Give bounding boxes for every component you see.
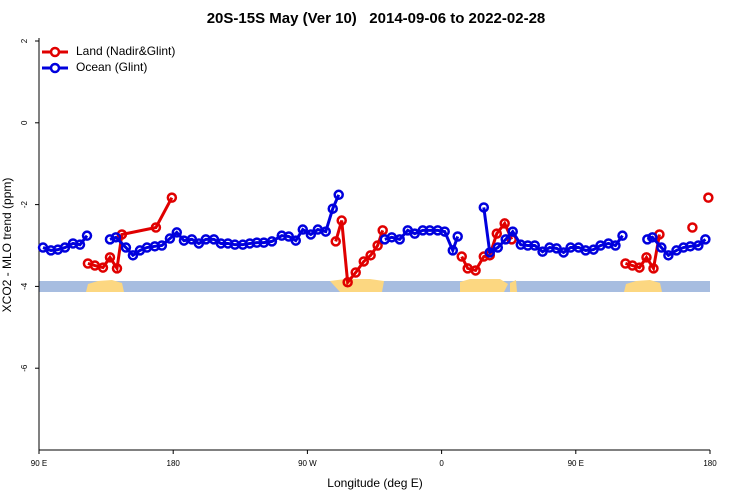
- land-strip: [510, 280, 517, 292]
- data-point: [663, 250, 674, 261]
- data-point: [104, 252, 116, 263]
- data-point: [333, 189, 344, 201]
- map-strip: [39, 279, 710, 292]
- data-point: [478, 202, 490, 213]
- data-point: [452, 231, 463, 242]
- data-point: [156, 240, 168, 251]
- legend-label: Land (Nadir&Glint): [76, 44, 175, 58]
- data-point: [358, 256, 370, 267]
- data-point: [97, 262, 109, 273]
- land-strip: [624, 280, 662, 292]
- data-point: [305, 229, 317, 240]
- y-tick-label: 0: [20, 120, 29, 125]
- data-point: [447, 245, 459, 256]
- y-tick-label: -2: [20, 200, 29, 208]
- data-point: [499, 218, 510, 229]
- data-point: [342, 277, 353, 288]
- y-axis-label: XCO2 - MLO trend (ppm): [0, 178, 14, 313]
- data-point: [59, 242, 71, 253]
- x-tick-label: 180: [703, 459, 717, 468]
- data-point: [164, 233, 176, 244]
- data-point: [470, 265, 481, 276]
- data-point: [647, 232, 658, 243]
- data-point: [365, 250, 376, 261]
- data-point: [110, 232, 122, 243]
- data-point: [336, 215, 347, 226]
- data-point: [104, 234, 116, 245]
- data-point: [297, 224, 309, 235]
- y-tick-label: -6: [20, 364, 29, 372]
- data-point: [693, 240, 704, 251]
- data-point: [439, 226, 450, 237]
- data-point: [74, 239, 86, 250]
- legend-marker: [49, 62, 61, 74]
- data-point: [500, 234, 511, 245]
- data-point: [372, 240, 383, 251]
- data-point: [700, 234, 711, 245]
- data-point: [634, 262, 645, 273]
- plot-area: 90 E 180 90 W 0 90 E 180 -6 -4 -2 0 2 Land (Nadir&G…: [20, 38, 717, 468]
- data-point: [491, 228, 503, 239]
- legend-marker: [49, 46, 61, 58]
- data-point: [394, 234, 405, 245]
- data-point: [81, 230, 93, 241]
- data-point: [687, 222, 698, 233]
- data-point: [484, 247, 496, 258]
- legend-label: Ocean (Glint): [76, 60, 147, 74]
- x-tick-label: 180: [167, 459, 181, 468]
- x-axis-label: Longitude (deg E): [327, 476, 422, 490]
- data-point: [703, 192, 714, 203]
- y-tick-label: 2: [20, 38, 29, 43]
- land-strip: [86, 280, 124, 292]
- data-point: [111, 263, 123, 274]
- data-point: [320, 226, 331, 237]
- data-point: [456, 251, 467, 262]
- data-point: [350, 267, 361, 278]
- y-tick-label: -4: [20, 282, 29, 290]
- data-point: [507, 226, 518, 237]
- data-point: [648, 263, 659, 274]
- x-tick-label: 0: [439, 459, 444, 468]
- data-point: [150, 222, 162, 233]
- land-strip: [460, 279, 508, 292]
- chart-title: 20S-15S May (Ver 10) 2014-09-06 to 2022-…: [207, 10, 546, 27]
- data-point: [330, 236, 341, 247]
- data-point: [290, 235, 302, 246]
- x-tick-label: 90 W: [298, 459, 317, 468]
- data-point: [558, 247, 569, 258]
- data-point: [610, 240, 621, 251]
- x-tick-label: 90 E: [31, 459, 47, 468]
- data-point: [377, 225, 388, 236]
- data-point: [166, 192, 178, 203]
- data-point: [641, 252, 652, 263]
- data-point: [120, 242, 132, 253]
- data-point: [266, 236, 278, 247]
- data-point: [127, 250, 139, 261]
- data-point: [492, 242, 504, 253]
- data-point: [617, 230, 628, 241]
- data-point: [171, 227, 183, 238]
- x-tick-label: 90 E: [568, 459, 584, 468]
- data-point: [642, 234, 653, 245]
- data-point: [656, 242, 667, 253]
- data-point: [327, 203, 338, 214]
- data-point: [529, 240, 541, 251]
